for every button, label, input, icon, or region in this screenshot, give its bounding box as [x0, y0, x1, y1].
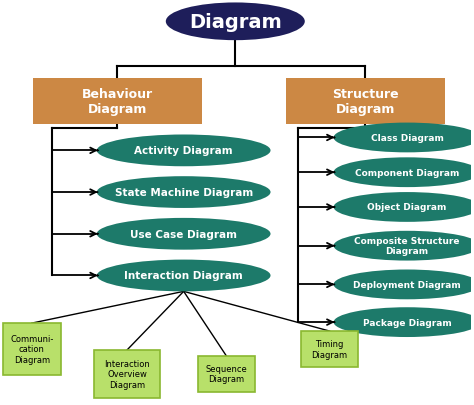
- FancyBboxPatch shape: [286, 79, 445, 124]
- Text: Timing
Diagram: Timing Diagram: [311, 339, 347, 359]
- Text: Package Diagram: Package Diagram: [363, 318, 451, 327]
- Text: Deployment Diagram: Deployment Diagram: [353, 280, 461, 289]
- Text: Behaviour
Diagram: Behaviour Diagram: [82, 87, 153, 115]
- FancyBboxPatch shape: [33, 79, 201, 124]
- Text: Activity Diagram: Activity Diagram: [134, 146, 233, 156]
- Ellipse shape: [97, 260, 271, 292]
- Text: Interaction Diagram: Interaction Diagram: [124, 271, 243, 281]
- Ellipse shape: [334, 158, 474, 188]
- Text: Composite Structure
Diagram: Composite Structure Diagram: [354, 237, 460, 256]
- FancyBboxPatch shape: [198, 356, 255, 392]
- Ellipse shape: [334, 270, 474, 300]
- Text: Interaction
Overview
Diagram: Interaction Overview Diagram: [104, 359, 150, 389]
- Text: Class Diagram: Class Diagram: [371, 134, 444, 143]
- Ellipse shape: [97, 218, 271, 250]
- Ellipse shape: [334, 231, 474, 261]
- Text: Use Case Diagram: Use Case Diagram: [130, 229, 237, 239]
- Text: Component Diagram: Component Diagram: [355, 168, 459, 177]
- Text: Structure
Diagram: Structure Diagram: [332, 87, 399, 115]
- FancyBboxPatch shape: [94, 350, 160, 398]
- Ellipse shape: [166, 3, 305, 41]
- Ellipse shape: [334, 123, 474, 153]
- Text: Sequence
Diagram: Sequence Diagram: [206, 364, 247, 384]
- Ellipse shape: [97, 135, 271, 167]
- Ellipse shape: [97, 177, 271, 209]
- Text: State Machine Diagram: State Machine Diagram: [115, 188, 253, 198]
- Text: Diagram: Diagram: [189, 13, 282, 32]
- Text: Communi-
cation
Diagram: Communi- cation Diagram: [10, 334, 54, 364]
- Ellipse shape: [334, 307, 474, 337]
- Ellipse shape: [334, 193, 474, 222]
- Text: Object Diagram: Object Diagram: [367, 203, 447, 212]
- FancyBboxPatch shape: [301, 331, 358, 367]
- FancyBboxPatch shape: [3, 323, 61, 375]
